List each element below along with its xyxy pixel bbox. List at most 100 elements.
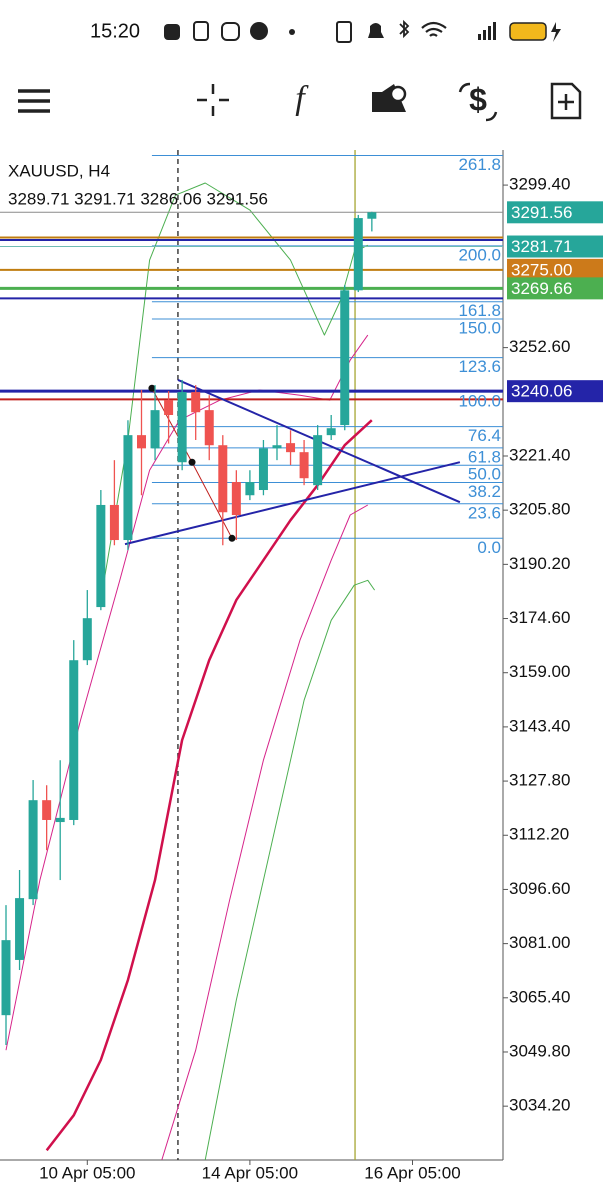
status-bar: 15:20 [90, 19, 561, 43]
y-tick-label: 3174.60 [509, 608, 570, 627]
y-tick-label: 3034.20 [509, 1096, 570, 1115]
fib-label: 76.4 [468, 426, 501, 445]
status-icon [221, 22, 240, 41]
bluetooth-icon [399, 19, 410, 39]
y-tick-label: 3127.80 [509, 771, 570, 790]
candle-body [245, 482, 255, 496]
candle-body [286, 443, 296, 453]
candle-body [69, 660, 79, 820]
candle-body [326, 428, 336, 436]
candle-body [231, 482, 241, 516]
x-tick-label: 14 Apr 05:00 [202, 1163, 298, 1182]
fib-label: 0.0 [477, 538, 501, 557]
x-tick-label: 10 Apr 05:00 [39, 1163, 135, 1182]
candle-body [218, 445, 228, 513]
status-icon [250, 22, 268, 40]
y-tick-label: 3205.80 [509, 500, 570, 519]
fib-label: 23.6 [468, 503, 501, 522]
y-tick-label: 3081.00 [509, 933, 570, 952]
fib-label: 61.8 [468, 447, 501, 466]
clock: 15:20 [90, 20, 140, 42]
price-level-label: 3269.66 [511, 279, 572, 298]
drawing-point [188, 458, 196, 466]
candle-body [204, 410, 214, 446]
candle-body [28, 800, 38, 900]
candle-body [177, 392, 187, 463]
price-level-tag [507, 258, 603, 281]
mute-icon [368, 23, 384, 38]
drawing-point [228, 534, 236, 542]
drawing-point [148, 384, 156, 392]
candle-body [367, 212, 377, 219]
indicators-button[interactable]: f [295, 80, 309, 117]
fib-label: 50.0 [468, 465, 501, 484]
candle-body [353, 218, 363, 291]
symbol-label: XAUUSD, H4 [8, 161, 110, 180]
y-tick-label: 3159.00 [509, 662, 570, 681]
candle-body [42, 800, 52, 820]
candle-body [109, 504, 119, 541]
plot-area [0, 150, 503, 1160]
templates-button[interactable] [550, 82, 582, 120]
ohlc-label: 3289.71 3291.71 3286.06 3291.56 [8, 189, 268, 208]
fib-label: 123.6 [458, 357, 501, 376]
y-tick-label: 3299.40 [509, 175, 570, 194]
y-tick-label: 3049.80 [509, 1041, 570, 1060]
candle-body [272, 445, 282, 449]
candle-body [150, 410, 160, 449]
candle-body [136, 435, 146, 449]
battery-icon [509, 22, 547, 41]
candle-body [15, 898, 25, 960]
y-tick-label: 3065.40 [509, 987, 570, 1006]
axes: 3299.40 3252.60 3221.40 3205.80 3190.20 3174.… [39, 155, 603, 1182]
trend-line [124, 461, 461, 546]
candle-body [55, 817, 65, 823]
price-level-label: 3240.06 [511, 382, 572, 401]
indicator-line [45, 419, 373, 1152]
wifi-icon [421, 21, 447, 37]
price-level-label: 3275.00 [511, 260, 572, 279]
signal-icon [478, 22, 496, 40]
crosshair-button[interactable] [197, 84, 229, 116]
fib-label: 161.8 [458, 301, 501, 320]
price-level-label: 3291.56 [511, 203, 572, 222]
price-level-tag [507, 380, 603, 403]
templates-button-plus [558, 94, 574, 110]
status-icon [289, 29, 295, 35]
candle-body [258, 448, 268, 491]
timeframe-button-arrows [458, 82, 498, 122]
price-level-tag [507, 277, 603, 300]
timeframe-button[interactable]: $ [469, 81, 487, 117]
objects-button-part [389, 85, 407, 103]
candle-body [299, 452, 309, 479]
price-level-label: 3281.71 [511, 237, 572, 256]
candle-body [123, 435, 133, 541]
toolbar: f $ [18, 80, 582, 122]
candle-body [82, 618, 92, 661]
y-tick-label: 3252.60 [509, 337, 570, 356]
nfc-icon [336, 21, 352, 43]
indicator-line [161, 504, 369, 1160]
candle-body [96, 504, 106, 608]
indicator-line [204, 579, 376, 1160]
candle-body [313, 435, 323, 486]
menu-button[interactable] [18, 89, 50, 113]
price-level-tag [507, 201, 603, 224]
candle-body [191, 392, 201, 413]
objects-button[interactable] [372, 84, 406, 112]
fib-label: 150.0 [458, 318, 501, 337]
candle-body [164, 400, 174, 416]
y-tick-label: 3143.40 [509, 716, 570, 735]
x-tick-label: 16 Apr 05:00 [364, 1163, 460, 1182]
fib-label: 38.2 [468, 482, 501, 501]
candle-body [1, 940, 11, 1016]
candle-body [340, 290, 350, 426]
y-tick-label: 3221.40 [509, 445, 570, 464]
price-level-tag [507, 235, 603, 258]
status-icon [164, 24, 180, 40]
fib-label: 261.8 [458, 155, 501, 174]
y-tick-label: 3112.20 [509, 825, 569, 844]
status-icon [193, 21, 209, 41]
